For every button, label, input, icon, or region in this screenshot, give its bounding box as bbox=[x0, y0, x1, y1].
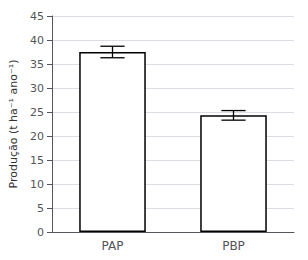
svg-text:10: 10 bbox=[30, 178, 44, 191]
svg-text:45: 45 bbox=[30, 10, 44, 23]
svg-text:0: 0 bbox=[37, 226, 44, 239]
svg-text:Produção (t ha⁻¹ ano⁻¹): Produção (t ha⁻¹ ano⁻¹) bbox=[7, 60, 20, 189]
svg-text:PBP: PBP bbox=[222, 239, 245, 253]
svg-text:5: 5 bbox=[37, 202, 44, 215]
svg-text:35: 35 bbox=[30, 58, 44, 71]
svg-text:25: 25 bbox=[30, 106, 44, 119]
svg-text:PAP: PAP bbox=[102, 239, 124, 253]
svg-text:40: 40 bbox=[30, 34, 44, 47]
svg-text:20: 20 bbox=[30, 130, 44, 143]
svg-text:30: 30 bbox=[30, 82, 44, 95]
svg-text:15: 15 bbox=[30, 154, 44, 167]
